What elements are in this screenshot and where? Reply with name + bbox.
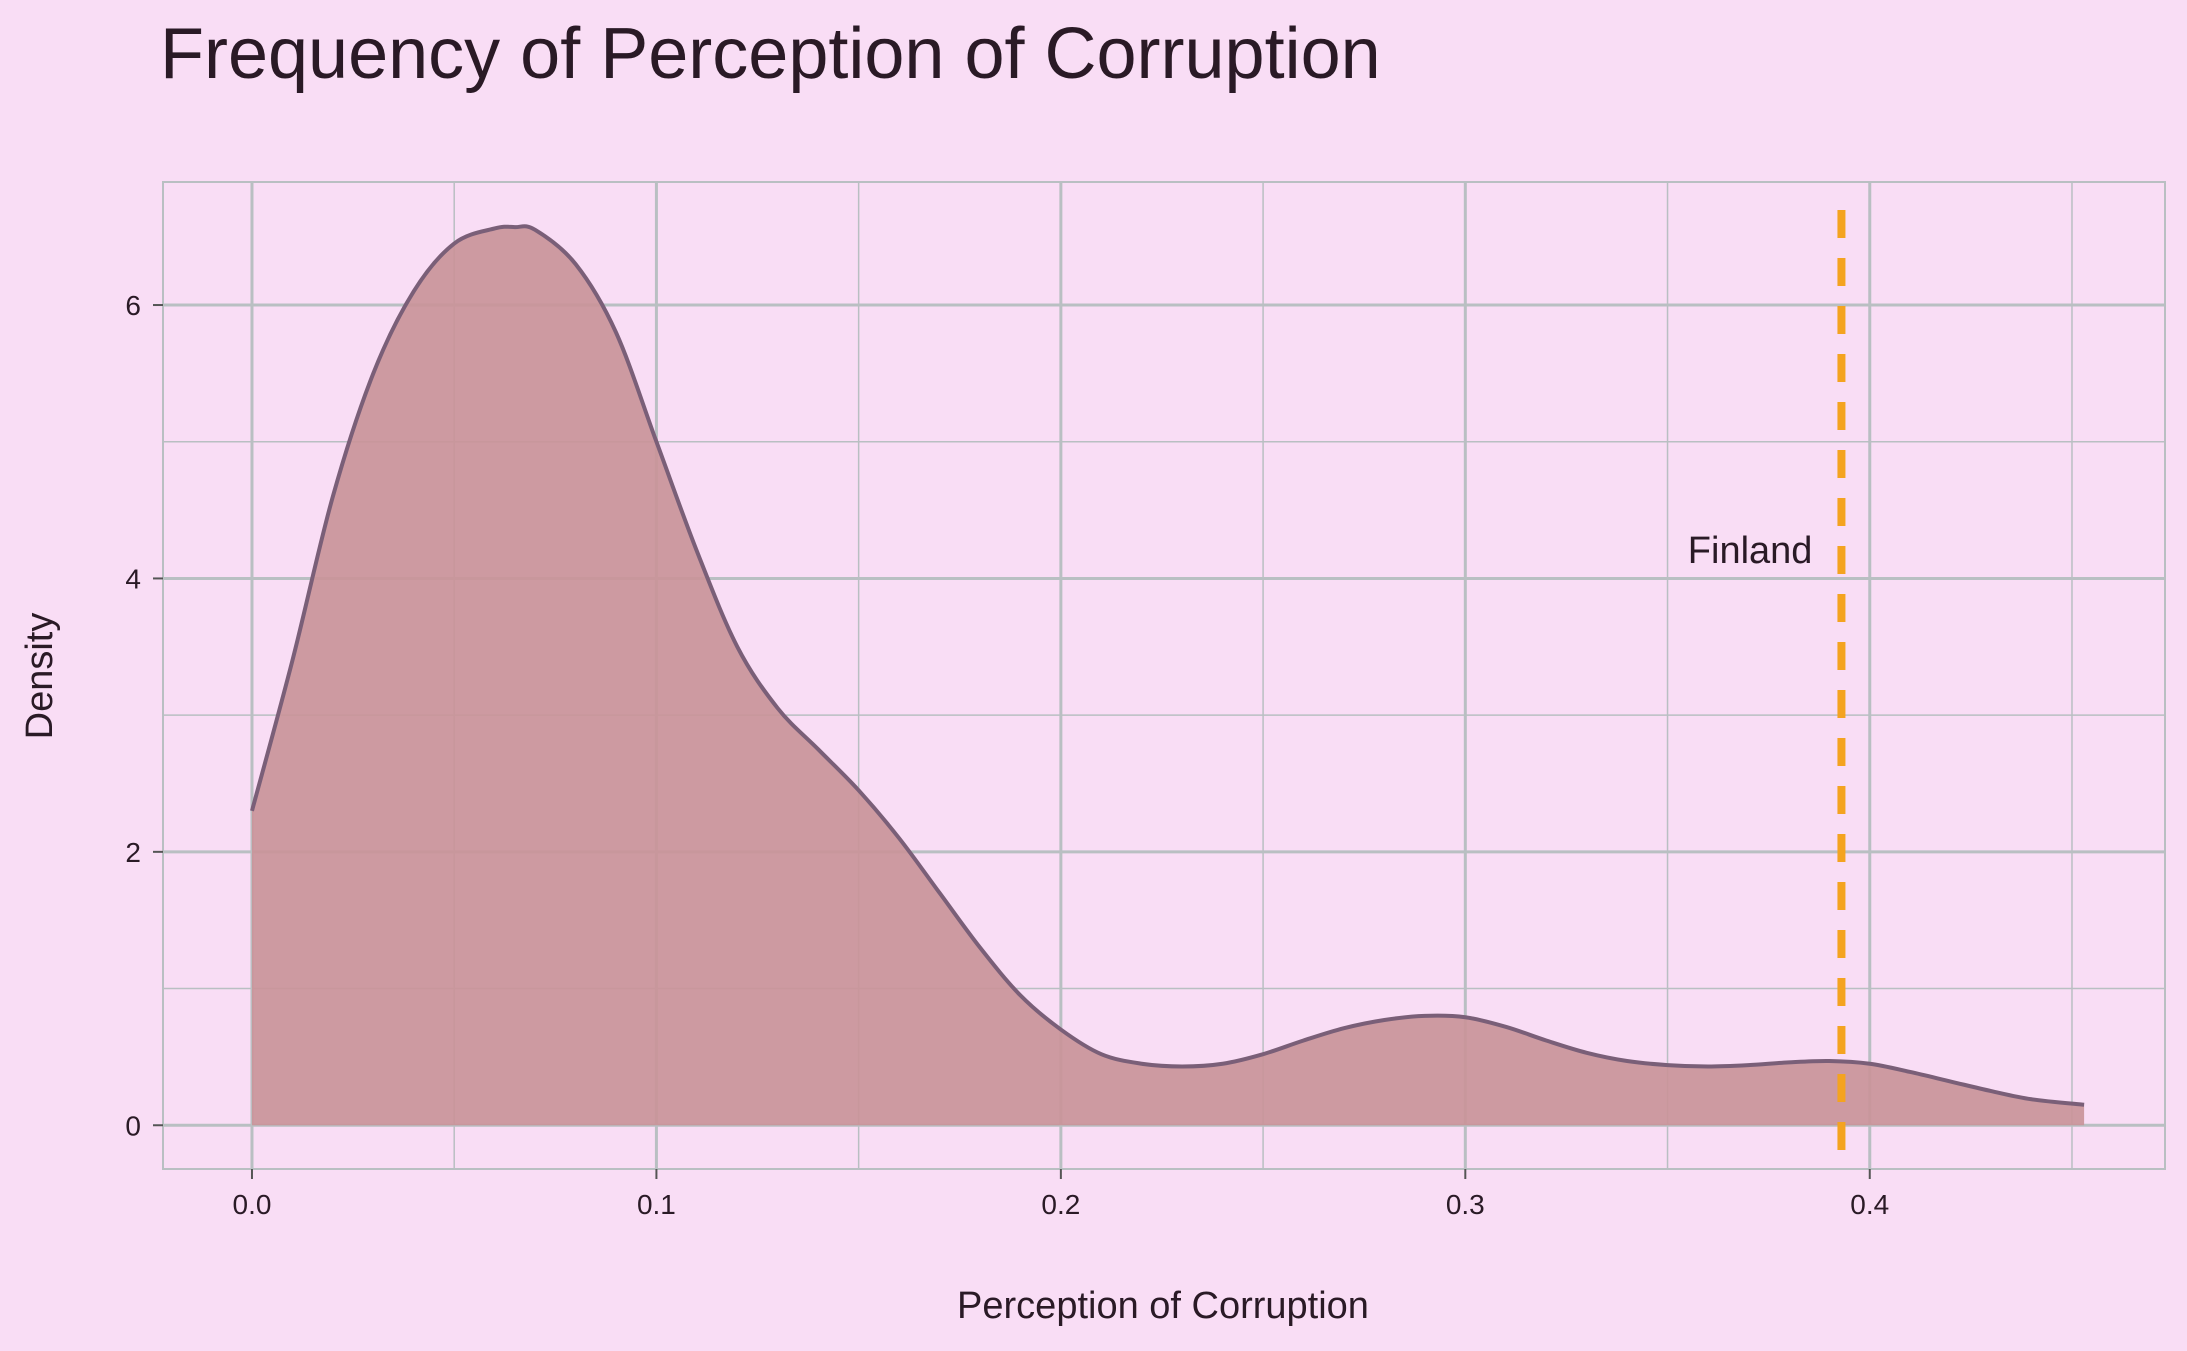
y-axis-ticks: 0 2 4 6: [125, 290, 163, 1141]
x-tick-label: 0.1: [637, 1189, 676, 1220]
x-axis-title: Perception of Corruption: [957, 1285, 1369, 1327]
density-curve: [250, 224, 2085, 1107]
y-tick-label: 4: [125, 563, 141, 594]
density-area: [251, 226, 2085, 1126]
y-tick-label: 0: [125, 1110, 141, 1141]
y-tick-label: 2: [125, 837, 141, 868]
x-tick-label: 0.0: [233, 1189, 272, 1220]
x-tick-label: 0.2: [1041, 1189, 1080, 1220]
x-tick-label: 0.3: [1446, 1189, 1485, 1220]
density-area-layer: [250, 224, 2085, 1126]
x-axis-ticks: 0.0 0.1 0.2 0.3 0.4: [233, 1169, 1889, 1220]
y-tick-label: 6: [125, 290, 141, 321]
chart-title: Frequency of Perception of Corruption: [160, 14, 1381, 94]
plot-panel-border: [162, 181, 2166, 1170]
finland-label: Finland: [1688, 530, 1813, 572]
y-axis-title: Density: [19, 613, 61, 740]
annotation-layer: Finland: [1688, 210, 1846, 1169]
x-tick-label: 0.4: [1850, 1189, 1889, 1220]
